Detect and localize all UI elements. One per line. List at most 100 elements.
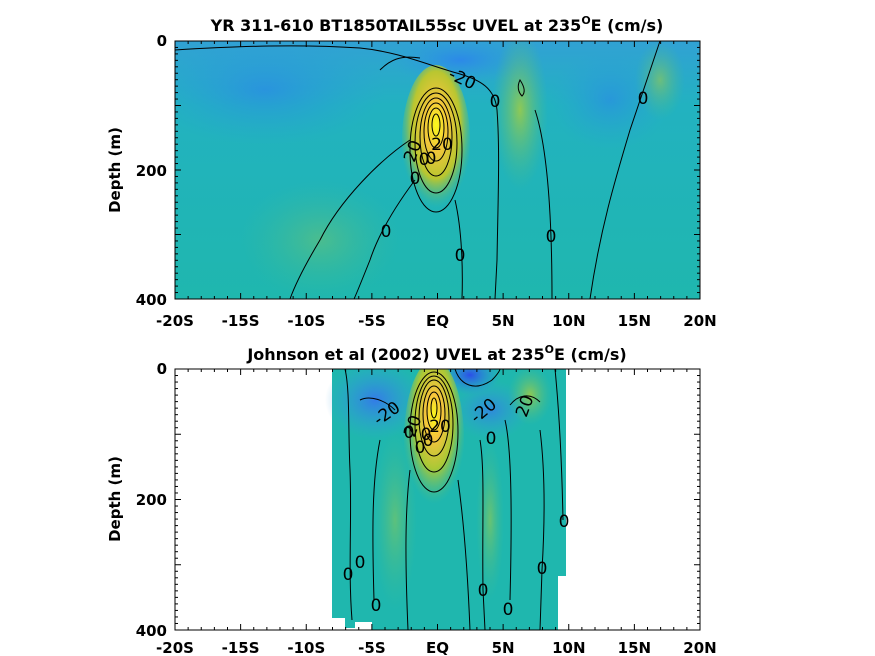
xtick-label: -10S	[287, 639, 325, 656]
panel-obs-yticklabels: 0 200 400	[136, 360, 167, 640]
contour-label: 0	[415, 438, 426, 458]
contour-label: 0	[419, 150, 430, 170]
contour-line	[359, 397, 396, 411]
contour-line	[427, 107, 445, 149]
contour-line	[418, 379, 450, 457]
contour-line	[419, 97, 453, 177]
field-green-band	[492, 41, 548, 190]
contour-line	[457, 479, 471, 630]
ytick-label: 400	[136, 622, 167, 640]
xtick-label: -20S	[156, 639, 194, 656]
contour-line	[479, 439, 486, 630]
contour-label: 0	[371, 596, 382, 616]
contour-line	[517, 79, 525, 97]
ytick-label: 0	[157, 32, 167, 50]
contour-line	[454, 369, 501, 387]
contour-label: 0	[490, 92, 501, 112]
xtick-label: 10N	[552, 312, 585, 330]
xtick-label: EQ	[426, 312, 449, 330]
panel-model-field: -20 0 0 0 0 0 0 0 20 20 0	[175, 41, 700, 299]
contour-line	[414, 92, 458, 194]
xtick-label: -20S	[156, 312, 194, 330]
contour-label: 0	[503, 600, 514, 620]
contour-label: 0	[638, 89, 649, 109]
xtick-label: -15S	[222, 639, 260, 656]
xtick-label: 15N	[618, 312, 651, 330]
panel-model-contour-labels: -20 0 0 0 0 0 0 0 20 20 0	[381, 65, 649, 266]
ytick-label: 400	[136, 291, 167, 309]
contour-label: 0	[478, 581, 489, 601]
contour-line	[426, 391, 442, 431]
panel-obs-contour-labels: -20 -20 20 0 0 0 0 0 0 0 0 0 0 0 20 20 0	[343, 393, 570, 620]
ytick-label: 200	[136, 491, 167, 509]
contour-line	[534, 109, 553, 299]
contour-line	[372, 439, 381, 601]
panel-model-contours	[175, 41, 661, 299]
contour-label: 0	[355, 553, 366, 573]
contour-label: 0	[559, 512, 570, 532]
contour-label: 0	[426, 149, 437, 169]
xtick-label: -10S	[287, 312, 325, 330]
panel-obs-xticklabels: -20S -15S -10S -5S EQ 5N 10N 15N 20N	[156, 639, 717, 656]
xtick-label: EQ	[426, 639, 449, 656]
xtick-label: -5S	[358, 312, 385, 330]
contour-line	[589, 41, 661, 299]
contour-label: 0	[537, 559, 548, 579]
contour-line	[409, 371, 459, 493]
panel-model-yticklabels: 0 200 400	[136, 32, 167, 309]
contour-label: 0	[404, 423, 415, 443]
panel-obs-title: Johnson et al (2002) UVEL at 235OE (cm/s…	[246, 343, 626, 364]
xtick-label: 10N	[552, 639, 585, 656]
contour-line	[344, 369, 353, 621]
contour-label: 0	[423, 431, 434, 451]
field-blue-west	[325, 369, 425, 440]
contour-line	[504, 419, 512, 601]
contour-label: 0	[455, 246, 466, 266]
ytick-label: 200	[136, 162, 167, 180]
field-green-east	[635, 41, 685, 120]
contour-line	[353, 179, 416, 299]
contour-line	[409, 87, 463, 213]
panel-obs-ticks	[174, 368, 701, 631]
xtick-label: 20N	[683, 639, 716, 656]
contour-label: 0	[546, 227, 557, 247]
contour-line	[423, 102, 449, 162]
field-jet-core	[404, 369, 464, 520]
contour-line	[454, 199, 463, 299]
field-green-east	[508, 369, 552, 425]
panel-obs: Johnson et al (2002) UVEL at 235OE (cm/s…	[106, 343, 717, 656]
contour-line	[405, 469, 411, 630]
contour-label: 0	[381, 222, 392, 242]
field-blue-west	[175, 41, 385, 145]
contour-line	[422, 385, 446, 443]
contour-line	[379, 56, 421, 71]
xtick-label: 5N	[492, 312, 515, 330]
contour-line	[289, 139, 411, 299]
panel-model-ylabel: Depth (m)	[106, 127, 124, 213]
xtick-label: 20N	[683, 312, 716, 330]
contour-line	[430, 397, 438, 419]
panel-obs-ylabel: Depth (m)	[106, 456, 124, 542]
contour-label: 20	[431, 135, 453, 155]
xtick-label: -15S	[222, 312, 260, 330]
contour-line	[175, 45, 500, 299]
xtick-label: 15N	[618, 639, 651, 656]
contour-line	[431, 113, 441, 137]
panel-model-xticklabels: -20S -15S -10S -5S EQ 5N 10N 15N 20N	[156, 312, 717, 330]
contour-label: 0	[343, 565, 354, 585]
contour-label: 20	[429, 417, 451, 437]
contour-line	[414, 375, 454, 473]
panel-obs-contours	[344, 369, 564, 630]
xtick-label: 5N	[492, 639, 515, 656]
contour-line	[554, 369, 564, 521]
contour-label: 0	[410, 169, 421, 189]
ytick-label: 0	[157, 360, 167, 378]
field-green-band	[476, 440, 504, 600]
panel-obs-field: -20 -20 20 0 0 0 0 0 0 0 0 0 0 0 20 20 0	[325, 369, 570, 630]
contour-line	[539, 429, 545, 630]
xtick-label: -5S	[358, 639, 385, 656]
panel-model: YR 311-610 BT1850TAIL55sc UVEL at 235OE …	[106, 14, 717, 330]
contour-line	[509, 395, 541, 406]
panel-model-ticks	[174, 40, 701, 300]
